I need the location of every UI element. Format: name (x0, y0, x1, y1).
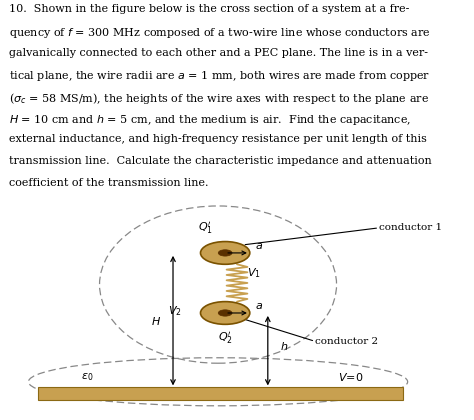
Text: $V_1$: $V_1$ (247, 266, 261, 280)
Text: $Q_2'$: $Q_2'$ (218, 330, 233, 346)
Text: conductor 1: conductor 1 (379, 223, 442, 232)
Text: $h$: $h$ (280, 340, 288, 352)
Bar (38, 387, 403, 400)
Text: $V_2$: $V_2$ (168, 304, 182, 318)
Circle shape (218, 250, 232, 256)
Text: external inductance, and high-frequency resistance per unit length of this: external inductance, and high-frequency … (9, 134, 428, 144)
Text: $H$ = 10 cm and $h$ = 5 cm, and the medium is air.  Find the capacitance,: $H$ = 10 cm and $h$ = 5 cm, and the medi… (9, 113, 411, 126)
Text: tical plane, the wire radii are $a$ = 1 mm, both wires are made from copper: tical plane, the wire radii are $a$ = 1 … (9, 69, 431, 83)
Circle shape (218, 310, 232, 316)
Text: 10.  Shown in the figure below is the cross section of a system at a fre-: 10. Shown in the figure below is the cro… (9, 4, 410, 14)
Text: $a$: $a$ (255, 301, 263, 311)
Text: quency of $f$ = 300 MHz composed of a two-wire line whose conductors are: quency of $f$ = 300 MHz composed of a tw… (9, 26, 431, 40)
Text: $Q_1'$: $Q_1'$ (198, 220, 213, 236)
Text: galvanically connected to each other and a PEC plane. The line is in a ver-: galvanically connected to each other and… (9, 47, 428, 58)
Circle shape (201, 241, 250, 264)
Text: ($\sigma_c$ = 58 MS/m), the heights of the wire axes with respect to the plane a: ($\sigma_c$ = 58 MS/m), the heights of t… (9, 91, 429, 106)
Text: $\varepsilon_0$: $\varepsilon_0$ (82, 372, 94, 383)
Text: $V\!=\!0$: $V\!=\!0$ (338, 371, 364, 383)
Text: transmission line.  Calculate the characteristic impedance and attenuation: transmission line. Calculate the charact… (9, 156, 432, 166)
Circle shape (201, 302, 250, 324)
Text: coefficient of the transmission line.: coefficient of the transmission line. (9, 178, 209, 187)
Text: $a$: $a$ (255, 241, 263, 251)
Text: conductor 2: conductor 2 (315, 337, 378, 346)
Text: $H$: $H$ (151, 315, 161, 327)
